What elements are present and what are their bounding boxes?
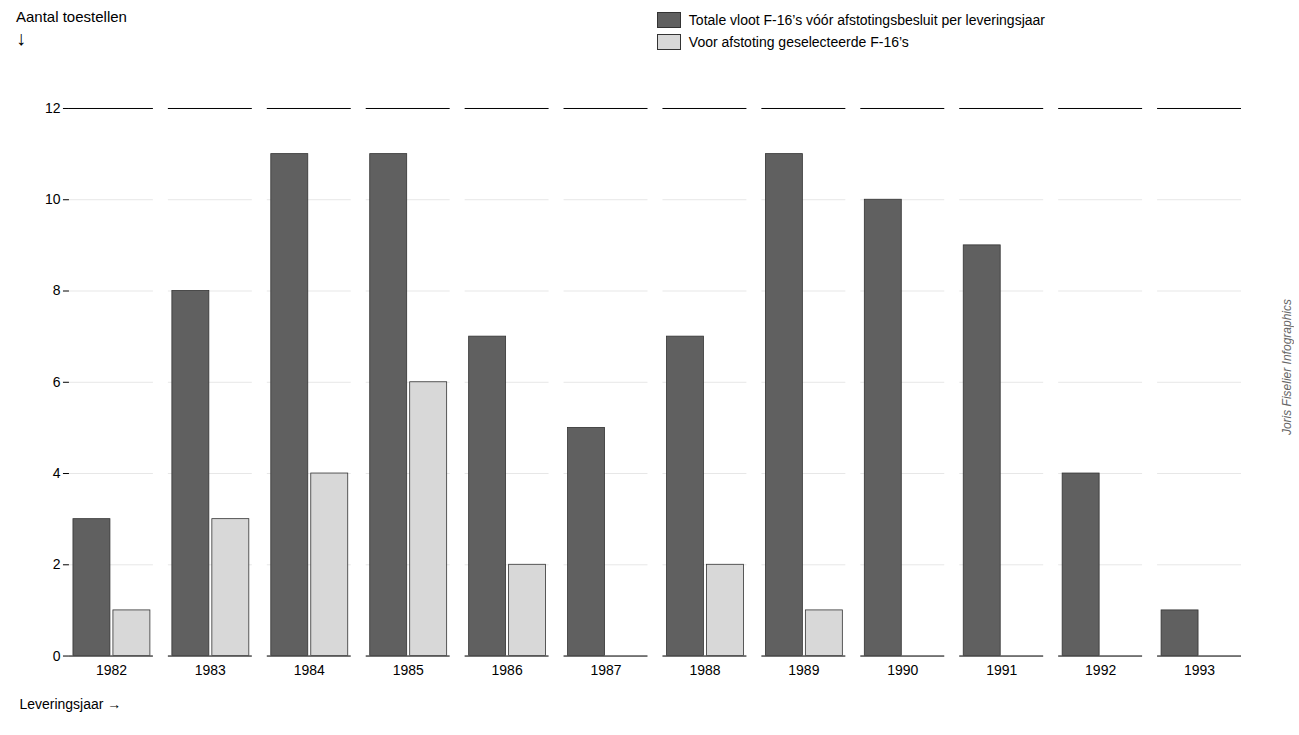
svg-text:0: 0 (53, 648, 61, 664)
svg-text:12: 12 (45, 100, 61, 116)
svg-text:1987: 1987 (590, 662, 621, 678)
svg-text:1984: 1984 (294, 662, 325, 678)
svg-text:Leveringsjaar →: Leveringsjaar → (20, 696, 122, 711)
svg-text:6: 6 (53, 374, 61, 390)
svg-text:10: 10 (45, 191, 61, 207)
svg-text:2: 2 (53, 556, 61, 572)
svg-text:1993: 1993 (1184, 662, 1215, 678)
svg-text:1992: 1992 (1085, 662, 1116, 678)
svg-text:1991: 1991 (986, 662, 1017, 678)
svg-text:1990: 1990 (887, 662, 918, 678)
html-text:Totale vloot F-16’s vóór afsto: Totale vloot F-16’s vóór afstotingsbeslu… (688, 12, 1045, 28)
svg-text:1988: 1988 (689, 662, 720, 678)
svg-text:1989: 1989 (788, 662, 819, 678)
html-text:Joris Fiselier Infographics: Joris Fiselier Infographics (1280, 299, 1294, 436)
svg-text:4: 4 (53, 465, 61, 481)
html-text:Voor afstoting geselecteerde F: Voor afstoting geselecteerde F-16’s (688, 34, 909, 50)
svg-text:1982: 1982 (96, 662, 127, 678)
svg-text:1986: 1986 (492, 662, 523, 678)
svg-text:8: 8 (53, 282, 61, 298)
html-text:Aantal toestellen: Aantal toestellen (16, 8, 127, 25)
svg-text:1983: 1983 (195, 662, 226, 678)
svg-text:1985: 1985 (393, 662, 424, 678)
